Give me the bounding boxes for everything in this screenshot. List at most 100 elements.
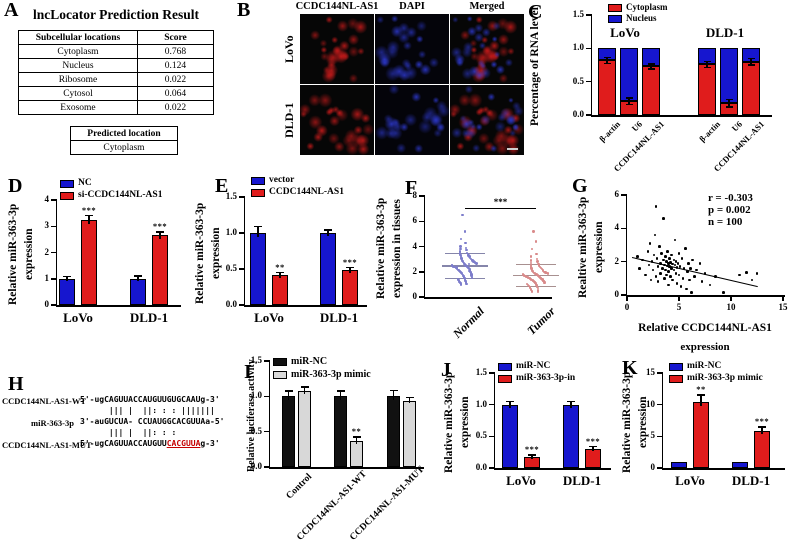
legend-label: miR-363-3p mimic [291,369,371,380]
data-point [530,290,534,293]
data-point [459,247,462,251]
data-point [681,277,685,280]
y-tick-label: 10 [646,398,655,409]
error-bar-cap [625,97,633,99]
data-point [468,268,471,271]
panel-b-label: B [237,0,251,21]
legend-swatch [273,371,287,379]
data-point [467,269,471,272]
legend-swatch [60,180,74,188]
data-point [654,205,658,208]
trend-line [632,256,759,288]
data-point [672,268,676,272]
error-bar [706,61,708,67]
y-tick-label: 2 [614,255,620,266]
y-tick-label: 15 [646,367,655,377]
mut-sequence-prefix: 5'-ugCAGUUACCAUGUU [80,439,167,448]
sd-cap-top [445,252,485,255]
table-cell: Cytoplasm [18,44,138,59]
data-point [535,257,539,261]
y-tick [264,360,269,362]
error-bar [392,390,395,401]
data-point [462,261,465,265]
y-tick [419,220,424,222]
data-point [680,257,684,260]
data-point [463,276,466,279]
data-point [527,283,530,287]
data-point [651,268,655,272]
data-point [667,283,670,287]
bar [130,278,146,305]
significance-marker: *** [754,416,770,427]
data-point [644,273,647,277]
lnclocator-title: lncLocator Prediction Result [33,7,199,22]
data-point [684,287,688,291]
data-point [467,262,471,266]
y-axis-label: Relative miR-363-3p [375,197,387,300]
y-axis-label: Percentage of RNA level [529,7,541,127]
table-cell: Ribosome [18,72,138,87]
data-point [456,278,460,281]
data-point [522,274,526,277]
bar [693,402,709,468]
error-bar-cap [725,106,733,108]
data-point [649,278,653,282]
group-title: LoVo [610,25,640,40]
y-tick [239,304,244,306]
panel-d-label: D [8,175,23,197]
y-tick-label: 5 [650,430,656,441]
scale-bar [507,148,518,150]
data-point [535,283,538,286]
data-point [459,254,462,258]
panel-g-label: G [572,175,588,197]
error-bar [592,447,594,451]
y-axis-label: expression [459,396,471,449]
data-point [687,262,690,265]
group-title: DLD-1 [705,25,745,40]
data-point [457,279,461,282]
table-cell: 0.022 [136,100,215,115]
x-tick-label: LoVo [63,310,93,325]
y-axis [268,360,270,468]
error-bar-cap [352,436,361,438]
data-point [647,263,651,267]
data-point [459,253,462,256]
y-tick [51,251,56,254]
data-point [524,274,527,278]
data-point [679,285,683,288]
data-point [660,252,663,255]
y-tick [586,80,591,83]
y-tick [489,403,494,406]
error-bar [509,401,511,408]
y-tick-label: 1.0 [572,42,584,53]
data-point [670,253,673,257]
error-bar [287,391,290,401]
y-axis [423,195,425,298]
panel-e: E 0.0 0.5 1.0 1.5 Relative miR-363-3p express… [187,172,370,358]
data-point [530,266,533,269]
data-point [665,273,668,277]
significance-bracket [465,207,536,210]
prediction-score-table: Subcellular locations Score Cytoplasm 0.7… [18,30,215,115]
data-point [465,282,468,285]
data-point [668,257,671,260]
data-point [670,267,673,270]
error-bar-cap [758,426,766,428]
legend-swatch [60,192,74,200]
data-point [464,278,467,282]
x-tick-label: 15 [778,302,788,312]
data-point [652,253,656,257]
data-point [470,275,473,278]
y-tick [239,196,244,198]
y-tick-label: 6 [614,189,620,199]
error-bar-cap [697,394,705,396]
y-tick-label: 0 [44,299,50,309]
mut-sequence-suffix: g-3' [200,439,220,448]
error-bar-cap [703,67,711,69]
data-point [464,246,468,249]
alignment-pipes: ||| | ||: : : ||||||| [80,406,215,415]
y-tick [489,372,494,374]
fish-image-merged [450,14,524,84]
data-point [541,269,545,272]
data-point [540,268,544,271]
